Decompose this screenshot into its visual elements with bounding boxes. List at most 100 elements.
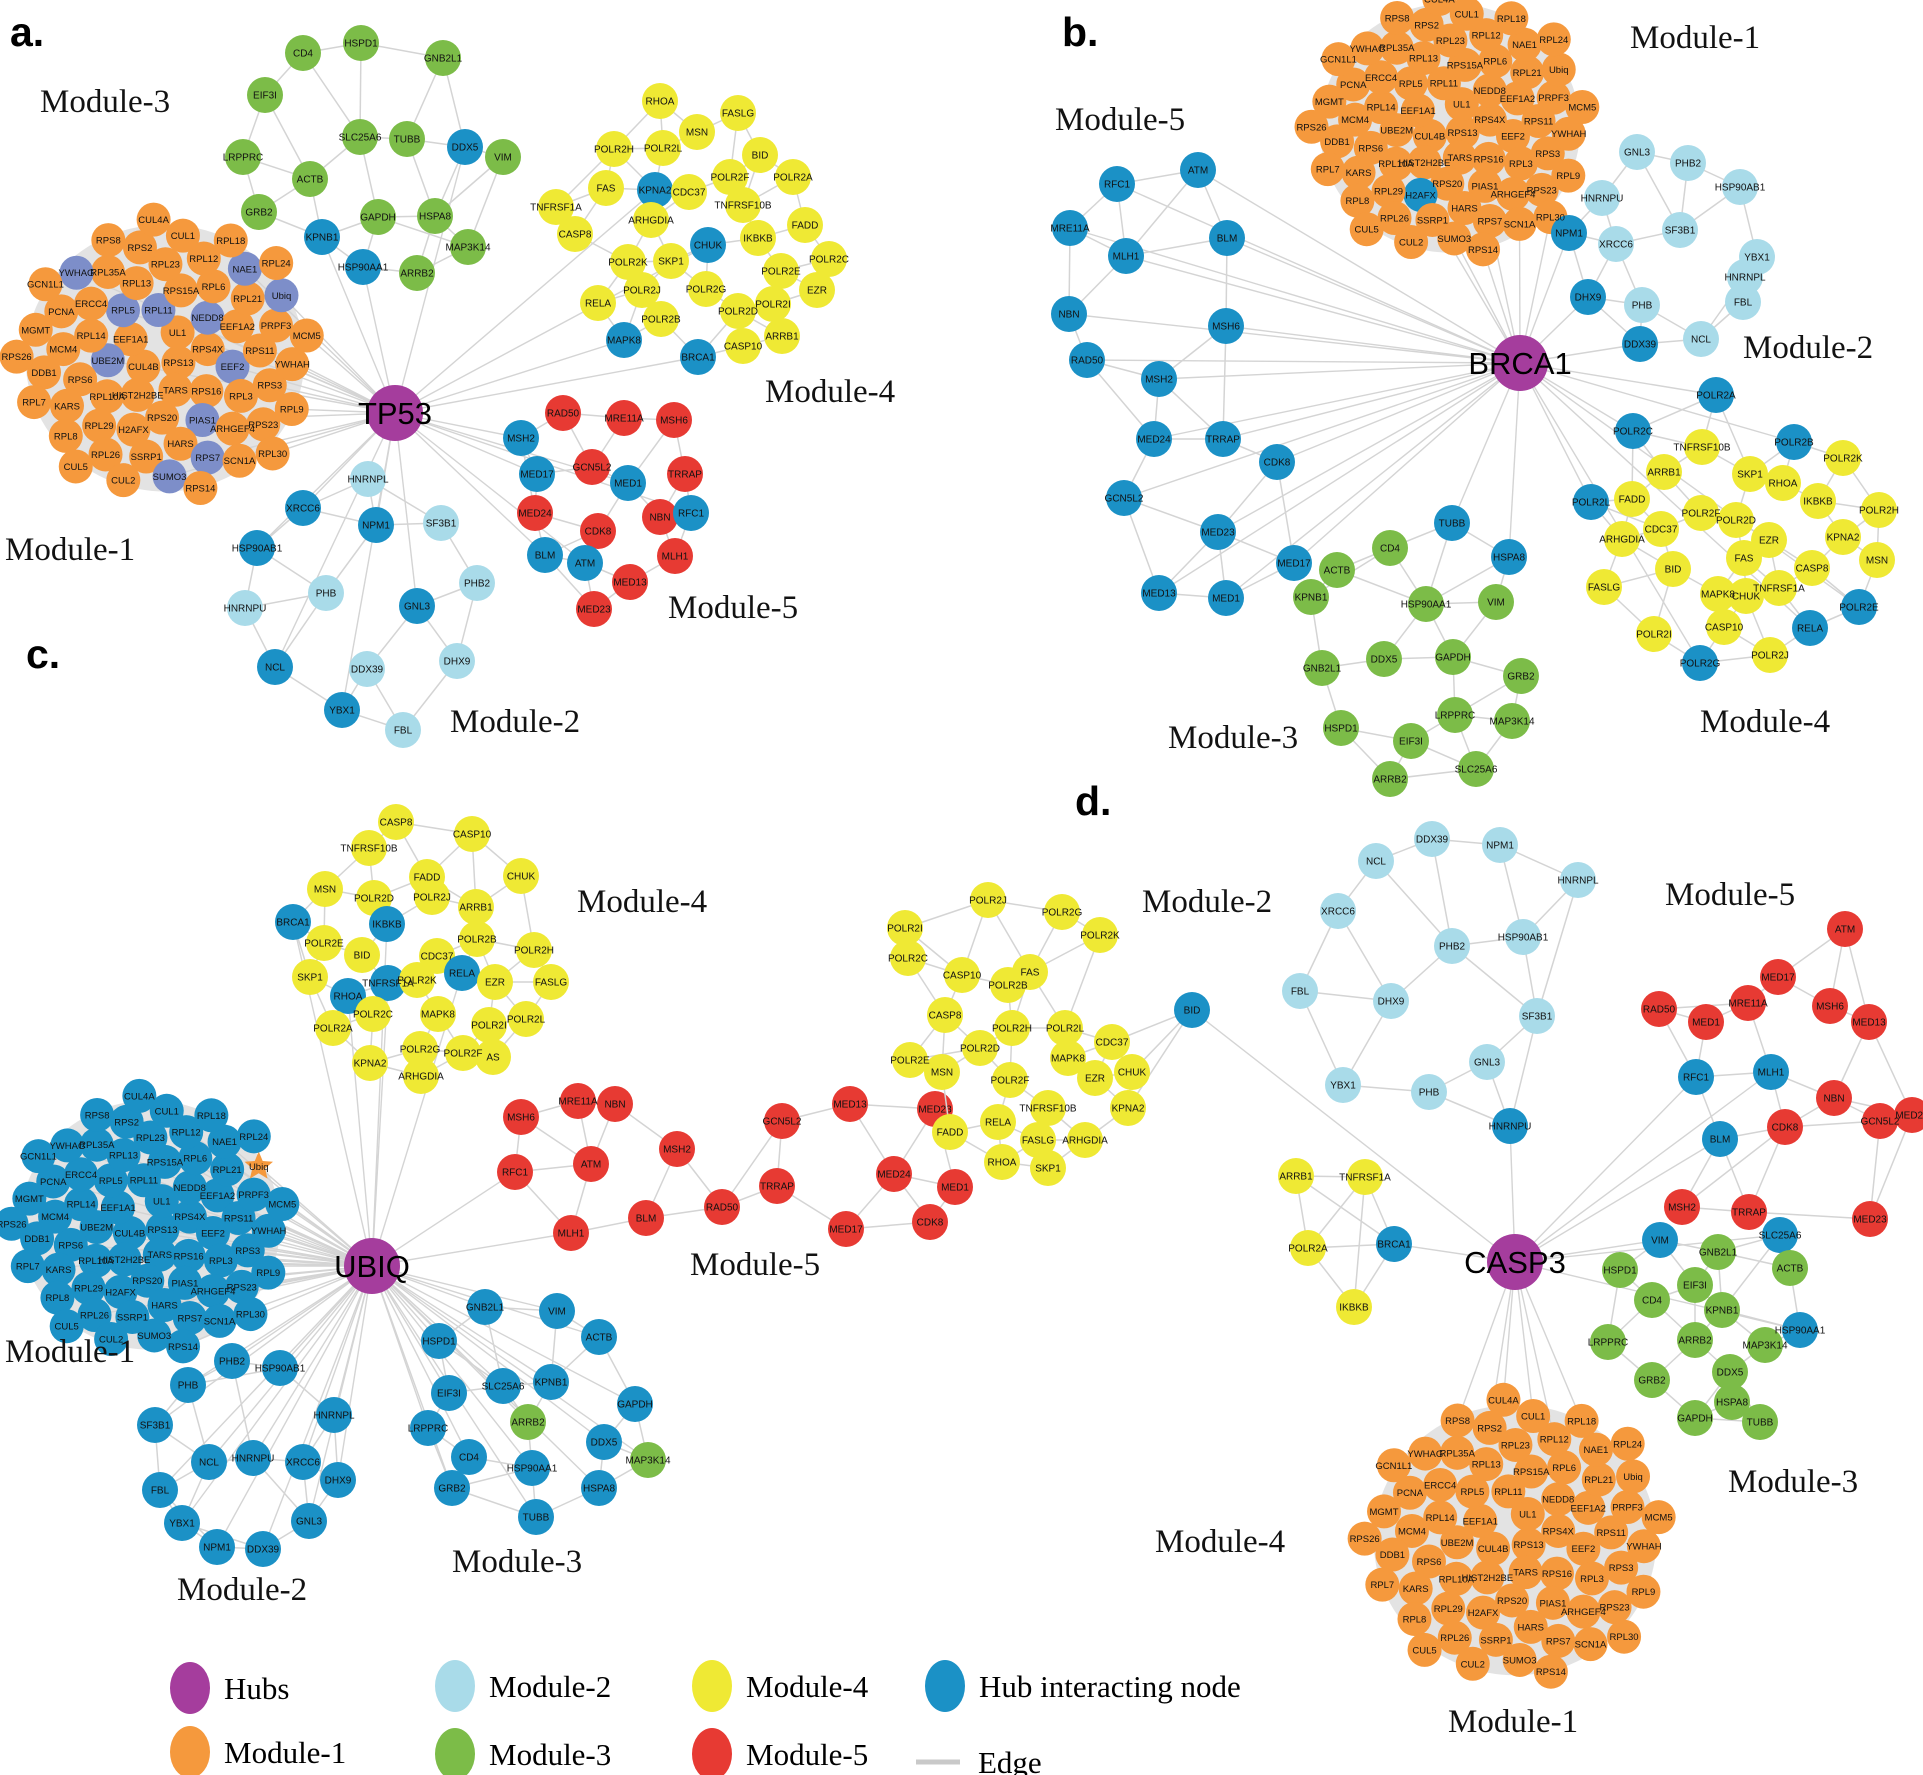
node-label-ERCC4: ERCC4: [65, 1170, 97, 1181]
node-BID: [344, 937, 380, 973]
node-label-FASLG: FASLG: [722, 109, 754, 120]
node-label-CDK8: CDK8: [585, 527, 612, 538]
node-RPS20: [145, 400, 180, 435]
hub-label-CASP3: CASP3: [1464, 1245, 1566, 1280]
node-POLR2I: [1636, 616, 1672, 652]
edge: [1293, 362, 1521, 564]
node-RPL3: [203, 1243, 238, 1278]
node-label-ATM: ATM: [1188, 166, 1208, 177]
node-RPS15A: [1514, 1454, 1549, 1489]
node-label-ACTB: ACTB: [297, 175, 324, 186]
legend-swatch-module-2: [435, 1660, 475, 1712]
node-RPL18: [1494, 1, 1529, 36]
legend-label-module-4: Module-4: [746, 1669, 869, 1704]
node-label-POLR2I: POLR2I: [887, 924, 923, 935]
node-RPS26: [1294, 109, 1329, 144]
node-label-SSRP1: SSRP1: [1480, 1635, 1511, 1646]
node-MRE11A: [1052, 210, 1088, 246]
node-label-FASLG: FASLG: [535, 978, 567, 989]
node-POLR2F: [445, 1035, 481, 1071]
node-AS: [475, 1039, 511, 1075]
node-label-PRPF3: PRPF3: [238, 1190, 269, 1201]
node-label-POLR2G: POLR2G: [686, 285, 727, 296]
node-label-FADD: FADD: [1619, 495, 1646, 506]
node-label-CHUK: CHUK: [1118, 1068, 1147, 1079]
node-label-HNRNPL: HNRNPL: [347, 475, 389, 486]
node-label-TNFRSF1A: TNFRSF1A: [1339, 1173, 1391, 1184]
node-RPL26: [1377, 201, 1412, 236]
edge: [371, 1265, 552, 1383]
node-TNFRSF1A: [370, 965, 406, 1001]
node-label-ATM: ATM: [575, 559, 595, 570]
node-label-POLR2A: POLR2A: [773, 173, 813, 184]
node-label-MED17: MED17: [1277, 559, 1311, 570]
node-YWHAH: [1551, 116, 1586, 151]
node-label-RPS26: RPS26: [1350, 1534, 1380, 1545]
node-label-MRE11A: MRE11A: [604, 414, 644, 425]
node-label-HSP90AB1: HSP90AB1: [255, 1364, 306, 1375]
node-label-LRPPRC: LRPPRC: [223, 153, 264, 164]
node-BID: [742, 137, 778, 173]
node-label-POLR2D: POLR2D: [354, 894, 394, 905]
node-label-RPL35A: RPL35A: [79, 1140, 115, 1151]
node-RPL29: [71, 1271, 106, 1306]
node-label-ERCC4: ERCC4: [1424, 1480, 1456, 1491]
node-label-SF3B1: SF3B1: [426, 519, 457, 530]
node-label-IKBKB: IKBKB: [1803, 497, 1833, 508]
node-TUBB: [1434, 505, 1470, 541]
node-label-TARS: TARS: [1447, 153, 1472, 164]
node-label-SLC25A6: SLC25A6: [1455, 765, 1498, 776]
node-RPL9: [274, 392, 309, 427]
node-EIF3I: [431, 1375, 467, 1411]
node-label-HNRNPL: HNRNPL: [1557, 876, 1599, 887]
node-NPM1: [199, 1529, 235, 1565]
node-label-RELA: RELA: [985, 1118, 1011, 1129]
legend-label-hub-interacting-node: Hub interacting node: [979, 1669, 1241, 1704]
node-HARS: [1513, 1609, 1548, 1644]
node-label-FAS: FAS: [1735, 554, 1754, 565]
node-label-SLC25A6: SLC25A6: [482, 1382, 525, 1393]
node-KARS: [1398, 1571, 1433, 1606]
node-label-RPS20: RPS20: [1432, 179, 1462, 190]
node-label-PRPF3: PRPF3: [1538, 93, 1569, 104]
node-CUL4A: [136, 202, 171, 237]
node-label-MSN: MSN: [686, 128, 708, 139]
node-PCNA: [1392, 1475, 1427, 1510]
node-RPS13: [145, 1212, 180, 1247]
node-RPL21: [1510, 55, 1545, 90]
node-FASLG: [533, 964, 569, 1000]
node-label-ARRB1: ARRB1: [459, 903, 493, 914]
node-label-HSP90AB1: HSP90AB1: [1715, 183, 1766, 194]
node-label-SKP1: SKP1: [1737, 470, 1763, 481]
edge: [371, 1265, 470, 1458]
node-label-RPS13: RPS13: [147, 1225, 177, 1236]
node-RPS23: [246, 407, 281, 442]
node-label-MSH2: MSH2: [1145, 375, 1173, 386]
node-label-RPL26: RPL26: [1380, 214, 1409, 225]
node-label-BLM: BLM: [636, 1214, 657, 1225]
node-label-RPS14: RPS14: [1468, 245, 1498, 256]
node-ARRB2: [510, 1404, 546, 1440]
edge: [1519, 362, 1717, 396]
node-RPL29: [1371, 174, 1406, 209]
labels-layer: RPS13CUL4BUL1TARSEEF1A1RPS4XHIST2H2BERPL…: [1050, 0, 1899, 786]
node-RPL6: [1547, 1450, 1582, 1485]
node-NEDD8: [172, 1170, 207, 1205]
node-FBL: [385, 712, 421, 748]
node-label-GAPDH: GAPDH: [617, 1400, 653, 1411]
node-HSPD1: [1323, 710, 1359, 746]
node-YWHAG: [1350, 31, 1385, 66]
node-label-EEF2: EEF2: [201, 1229, 225, 1240]
legend-swatch-hub-interacting-node: [925, 1660, 965, 1712]
node-RPS15A: [163, 273, 198, 308]
node-label-RPL12: RPL12: [172, 1128, 201, 1139]
labels-layer: RPS13CUL4BUL1TARSEEF1A1RPS4XHIST2H2BERPL…: [2, 9, 896, 740]
node-RPS14: [1466, 232, 1501, 267]
node-HSPA8: [1491, 539, 1527, 575]
node-label-RPL23: RPL23: [151, 260, 180, 271]
node-SUMO3: [137, 1318, 172, 1353]
node-label-RPS6: RPS6: [1358, 143, 1383, 154]
edge: [1116, 183, 1521, 364]
node-MED1: [610, 465, 646, 501]
node-label-RPL13: RPL13: [1472, 1460, 1501, 1471]
